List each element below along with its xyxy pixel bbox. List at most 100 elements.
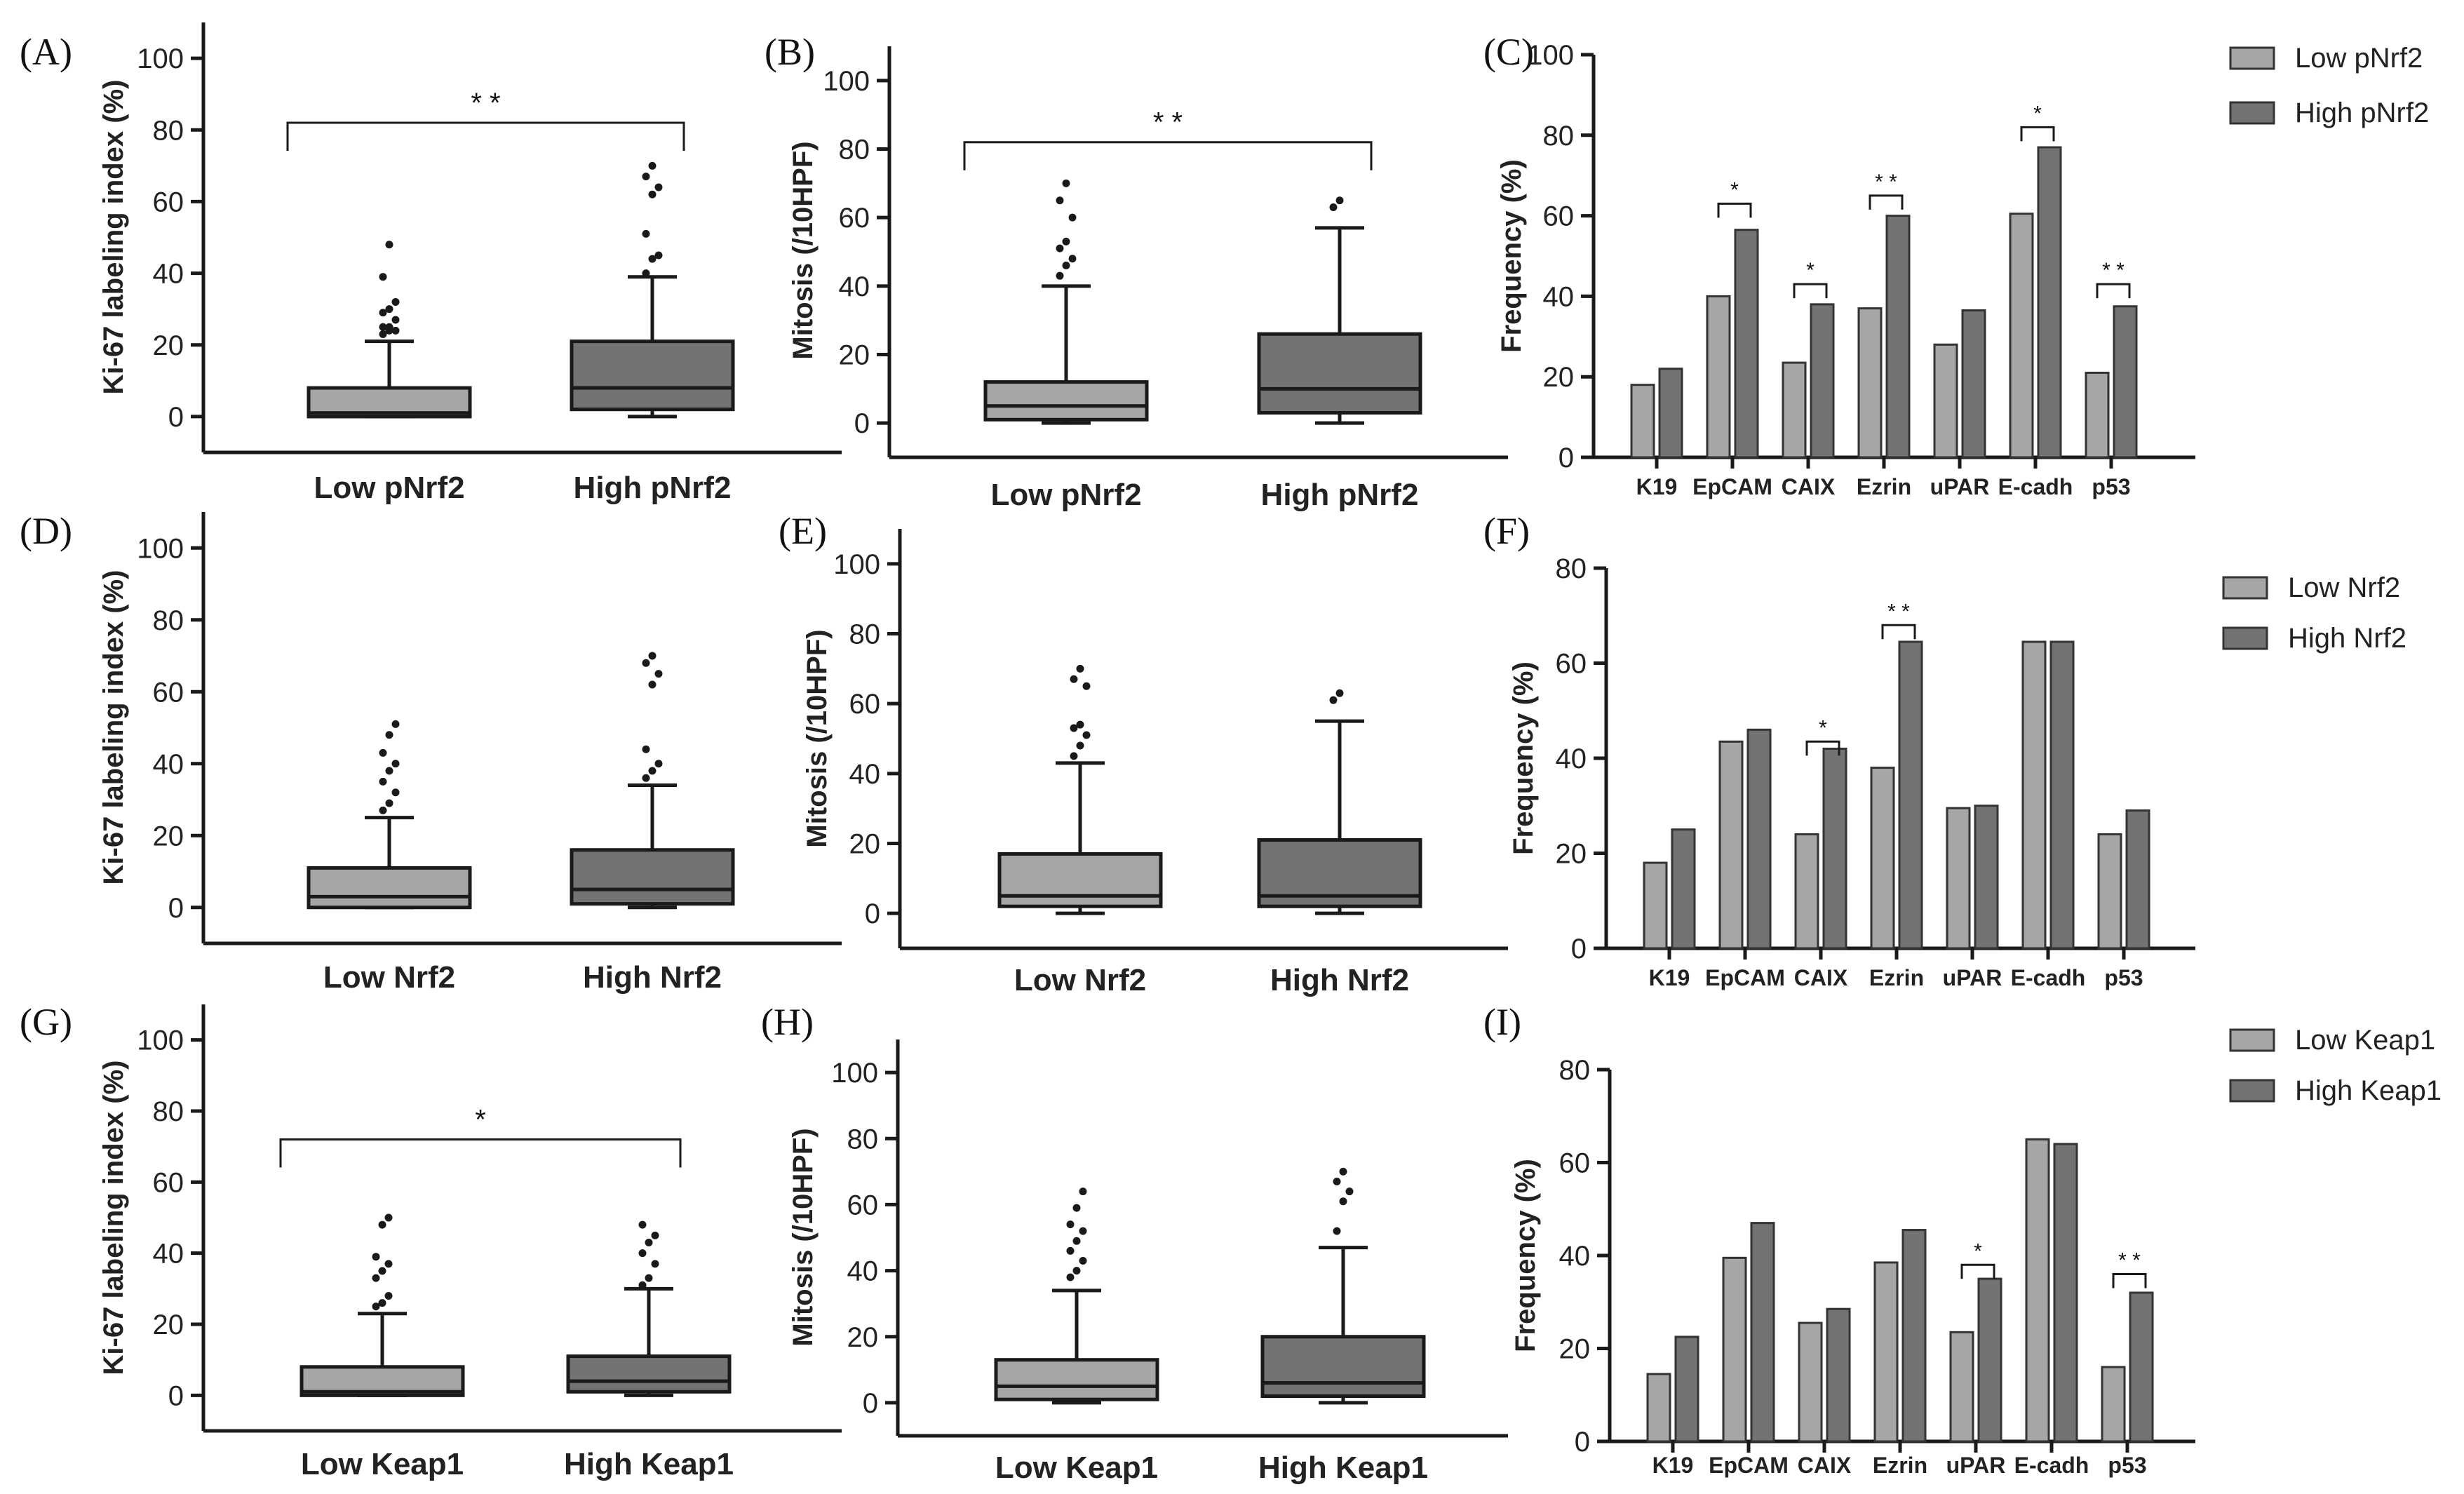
y-tick-label: 80 (153, 115, 184, 146)
outlier-point (648, 255, 657, 263)
bar-low (1782, 361, 1807, 459)
bar-high (1974, 805, 1999, 950)
outlier-point (1066, 1273, 1075, 1281)
outlier-point (1335, 196, 1344, 205)
outlier-point (372, 1274, 380, 1282)
x-category-label: Ezrin (1873, 1453, 1927, 1478)
significance-label: * * (1887, 600, 1910, 623)
y-tick-label: 60 (153, 1167, 184, 1198)
y-tick-label: 80 (847, 1124, 879, 1155)
legend-swatch (2222, 626, 2268, 650)
x-category-label: p53 (2108, 1453, 2146, 1478)
outlier-point (385, 305, 393, 314)
outlier-point (385, 799, 393, 807)
significance-bracket (1881, 624, 1916, 640)
y-axis-title: Ki-67 labeling index (%) (98, 570, 129, 885)
chart-panel-6: (G) 0 20 40 60 80 100 Ki-67 labeling index (%) L… (20, 1001, 842, 1481)
x-category-label: Low Keap1 (995, 1451, 1158, 1485)
y-tick-label: 40 (153, 1239, 184, 1270)
bar-high (1961, 309, 1986, 459)
panel-label: (I) (1483, 1001, 1521, 1043)
outlier-point (378, 1299, 386, 1307)
bar-high (1674, 1335, 1699, 1443)
bar-high (1658, 368, 1683, 459)
chart-panel-4: (E) 0 20 40 60 80 100 Mitosis (/10HPF) Low Nrf2 H… (779, 510, 1508, 997)
outlier-point (654, 670, 663, 678)
x-category-label: EpCAM (1692, 474, 1772, 499)
outlier-point (648, 190, 657, 198)
y-tick-label: 80 (153, 605, 184, 636)
y-tick-label: 20 (1543, 362, 1575, 393)
outlier-point (385, 323, 393, 331)
panel-label: (H) (761, 1001, 814, 1043)
x-category-label: High pNrf2 (1261, 478, 1419, 512)
chart-panel-5: (F) 0 20 40 60 80 Frequency (%) K19 EpCAM CAIX Ezr… (1483, 510, 2406, 990)
significance-label: * (2033, 102, 2042, 125)
y-tick-label: 0 (863, 1388, 878, 1419)
outlier-point (1079, 1227, 1087, 1235)
panel-label: (A) (20, 31, 72, 73)
y-tick-label: 40 (1543, 281, 1575, 312)
significance-label: * (1730, 178, 1739, 201)
x-category-label: uPAR (1946, 1453, 2006, 1478)
outlier-point (379, 309, 387, 317)
outlier-point (379, 777, 387, 786)
outlier-point (648, 161, 657, 170)
panel-label: (B) (765, 31, 815, 73)
outlier-point (391, 788, 400, 797)
outlier-point (638, 1249, 647, 1258)
bar-high (1977, 1277, 2002, 1443)
outlier-point (648, 652, 657, 660)
bar-high (1671, 828, 1696, 950)
outlier-point (379, 806, 387, 814)
y-tick-label: 0 (168, 893, 184, 924)
y-tick-label: 100 (137, 1025, 184, 1056)
x-category-label: High Nrf2 (1270, 963, 1409, 997)
legend-label: Low Keap1 (2295, 1025, 2435, 1056)
x-category-label: E-cadh (2011, 965, 2086, 990)
outlier-point (372, 1303, 380, 1311)
outlier-point (1070, 752, 1078, 760)
outlier-point (384, 1260, 393, 1268)
x-category-label: EpCAM (1705, 965, 1785, 990)
box-iqr (983, 380, 1149, 422)
outlier-point (1062, 237, 1070, 245)
legend-swatch (2229, 1028, 2275, 1052)
outlier-point (1079, 1256, 1087, 1265)
outlier-point (384, 1213, 393, 1222)
x-category-label: High Nrf2 (583, 960, 722, 995)
bar-low (1873, 1261, 1899, 1443)
x-category-label: K19 (1636, 474, 1678, 499)
outlier-point (1066, 1246, 1075, 1255)
x-category-label: EpCAM (1709, 1453, 1789, 1478)
outlier-point (385, 731, 393, 739)
y-tick-label: 20 (839, 340, 870, 371)
significance-label: * (1974, 1239, 1982, 1263)
bar-low (1706, 295, 1731, 459)
y-tick-label: 80 (1556, 553, 1587, 584)
legend-swatch (2229, 1079, 2275, 1103)
outlier-point (1070, 724, 1078, 732)
bar-high (1750, 1222, 1775, 1443)
bar-high (1901, 1229, 1927, 1443)
y-tick-label: 40 (839, 271, 870, 302)
chart-panel-1: (B) 0 20 40 60 80 100 Mitosis (/10HPF) Low pNrf2… (765, 31, 1508, 512)
outlier-point (642, 774, 650, 782)
outlier-point (379, 330, 387, 338)
outlier-point (391, 760, 400, 768)
outlier-point (638, 1281, 647, 1289)
y-tick-label: 80 (1559, 1055, 1591, 1086)
y-tick-label: 40 (847, 1256, 879, 1287)
x-category-label: p53 (2092, 474, 2130, 499)
y-tick-label: 100 (137, 43, 184, 74)
y-tick-label: 100 (1527, 40, 1574, 71)
x-category-label: Ezrin (1869, 965, 1924, 990)
panel-label: (C) (1483, 31, 1534, 73)
outlier-point (1076, 664, 1084, 673)
legend-label: Low pNrf2 (2295, 43, 2423, 74)
outlier-point (1068, 213, 1077, 222)
y-tick-label: 60 (153, 677, 184, 708)
outlier-point (1339, 1167, 1347, 1176)
outlier-point (642, 229, 650, 238)
